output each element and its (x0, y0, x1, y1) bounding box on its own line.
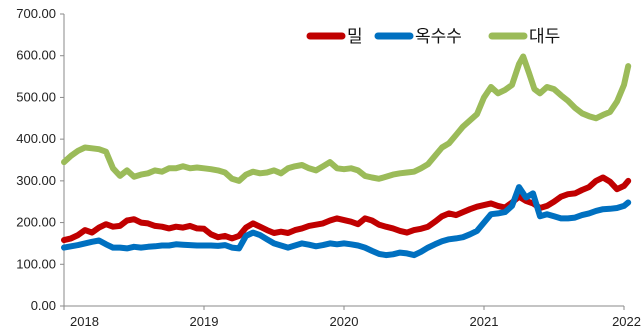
x-tick-label: 2022 (612, 314, 641, 329)
x-tick-label: 2021 (470, 314, 499, 329)
x-tick-label: 2018 (70, 314, 99, 329)
series-line-0 (61, 174, 632, 244)
x-tick-label: 2019 (190, 314, 219, 329)
legend: 밀 옥수수 대두 (306, 27, 560, 47)
y-tick-label: 200.00 (16, 215, 56, 230)
legend-label-0: 밀 (347, 27, 363, 47)
axes: 0.00 100.00 200.00 300.00 400.00 500.00 600.00… (16, 6, 641, 329)
y-tick-label: 600.00 (16, 48, 56, 63)
series-layer (61, 53, 632, 259)
series-line-2 (61, 53, 632, 184)
series-line-1 (61, 184, 632, 259)
legend-label-2: 대두 (529, 27, 560, 47)
legend-label-1: 옥수수 (415, 27, 462, 47)
y-tick-label: 400.00 (16, 131, 56, 146)
y-tick-label: 700.00 (16, 6, 56, 21)
y-tick-label: 100.00 (16, 256, 56, 271)
y-tick-label: 0.00 (31, 298, 56, 313)
y-tick-label: 500.00 (16, 89, 56, 104)
y-tick-label: 300.00 (16, 173, 56, 188)
x-tick-label: 2020 (330, 314, 359, 329)
